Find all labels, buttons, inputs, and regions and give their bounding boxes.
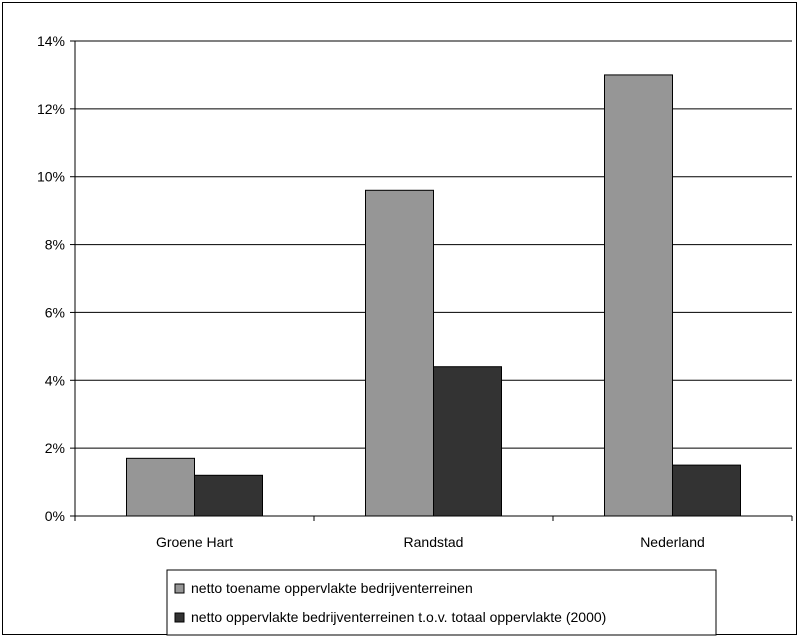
bar-oppervlakte-nederland [672, 464, 741, 517]
legend-label: netto oppervlakte bedrijventerreinen t.o… [191, 609, 606, 625]
bar-toename-randstad [365, 189, 434, 517]
y-tick-label: 4% [45, 372, 65, 388]
legend-box [166, 569, 717, 636]
legend-swatch [174, 583, 185, 594]
x-category-label: Groene Hart [156, 534, 233, 550]
y-tick-label: 10% [37, 169, 65, 185]
y-tick-label: 12% [37, 101, 65, 117]
legend-swatch [174, 612, 185, 623]
y-tick-label: 0% [45, 508, 65, 524]
y-tick-label: 8% [45, 237, 65, 253]
bar-toename-nederland [604, 74, 673, 517]
legend-label: netto toename oppervlakte bedrijventerre… [191, 580, 473, 596]
y-tick-label: 14% [37, 33, 65, 49]
bar-toename-groene-hart [126, 457, 195, 517]
y-axis-ticks: 0% 2% 4% 6% 8% 10% 12% 14% [37, 33, 75, 524]
y-tick-label: 2% [45, 440, 65, 456]
x-category-label: Nederland [640, 534, 705, 550]
x-axis-ticks: Groene Hart Randstad Nederland [74, 516, 793, 550]
bars [126, 74, 741, 517]
axes [74, 41, 792, 517]
bar-oppervlakte-randstad [433, 366, 502, 517]
x-category-label: Randstad [404, 534, 464, 550]
legend: netto toename oppervlakte bedrijventerre… [166, 569, 717, 636]
y-tick-label: 6% [45, 304, 65, 320]
bar-oppervlakte-groene-hart [194, 474, 263, 517]
